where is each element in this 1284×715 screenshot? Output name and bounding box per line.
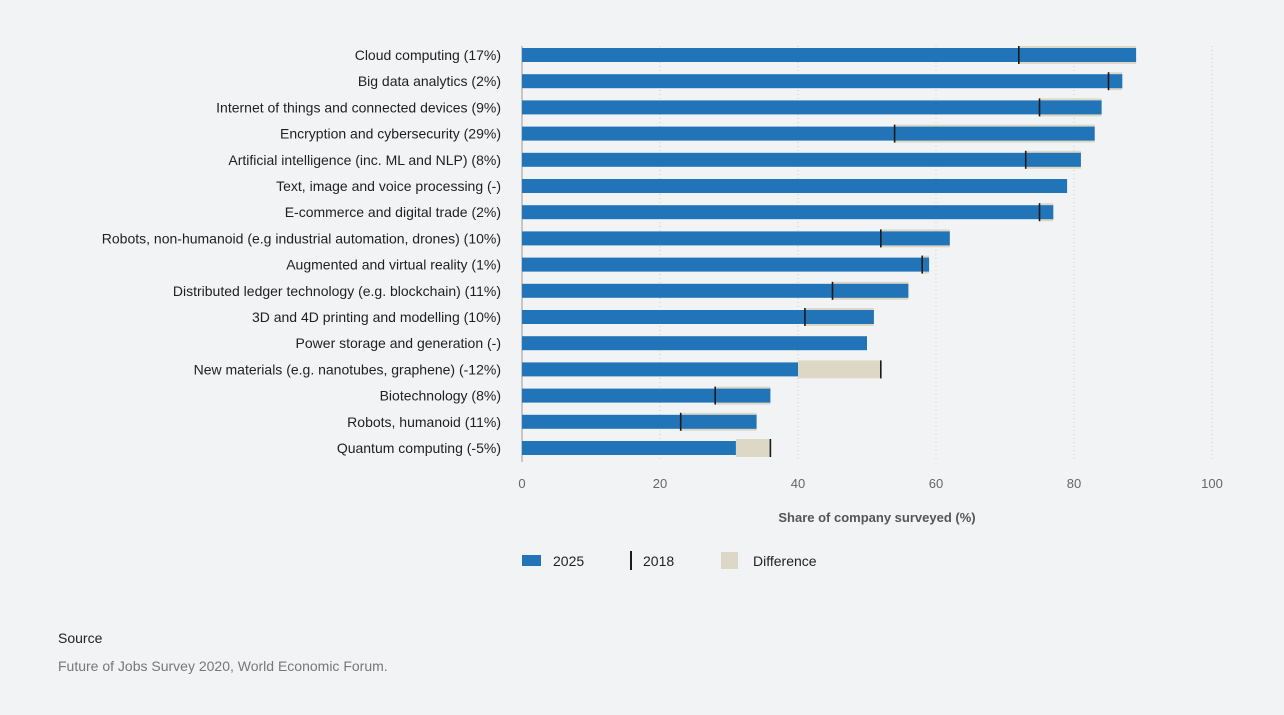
bar-2025 [522, 441, 736, 455]
x-tick-label: 20 [653, 476, 667, 491]
category-label: Robots, humanoid (11%) [347, 414, 501, 430]
x-tick-label: 80 [1067, 476, 1081, 491]
category-label: Robots, non-humanoid (e.g industrial aut… [102, 230, 501, 246]
category-label: Power storage and generation (-) [296, 335, 501, 351]
legend-label-2025: 2025 [553, 553, 584, 569]
legend: 2025 2018 Difference [522, 551, 817, 570]
category-label: Distributed ledger technology (e.g. bloc… [173, 283, 501, 299]
bar-2025 [522, 48, 1137, 62]
bar-2025 [522, 257, 930, 272]
x-axis-title: Share of company surveyed (%) [778, 510, 975, 525]
legend-label-2018: 2018 [643, 553, 674, 569]
bar-2025 [522, 126, 1095, 141]
bar-2025 [522, 414, 757, 429]
difference-bar [735, 439, 771, 457]
difference-bar [798, 360, 881, 379]
category-label: Quantum computing (-5%) [337, 440, 501, 456]
category-labels: Cloud computing (17%) Big data analytics … [102, 47, 501, 456]
category-label: Big data analytics (2%) [358, 73, 501, 89]
bar-2025 [522, 283, 909, 298]
category-label: Cloud computing (17%) [355, 47, 501, 63]
bar-2025 [522, 362, 798, 377]
x-tick-labels: 0 20 40 60 80 100 [518, 476, 1222, 491]
markers-2018 [679, 46, 1110, 457]
x-tick-label: 100 [1201, 476, 1223, 491]
bar-2025 [522, 179, 1068, 193]
category-label: New materials (e.g. nanotubes, graphene)… [194, 361, 501, 377]
bar-2025 [522, 152, 1081, 167]
x-tick-label: 40 [791, 476, 805, 491]
bars-2025 [522, 48, 1137, 455]
bar-2025 [522, 310, 874, 324]
bar-2025 [522, 231, 950, 246]
source-text: Future of Jobs Survey 2020, World Econom… [58, 658, 388, 674]
category-label: E-commerce and digital trade (2%) [285, 204, 501, 220]
x-tick-label: 0 [518, 476, 525, 491]
legend-swatch-2025 [522, 555, 541, 566]
bar-2025 [522, 74, 1123, 89]
category-label: Encryption and cybersecurity (29%) [280, 126, 501, 142]
category-label: Artificial intelligence (inc. ML and NLP… [228, 152, 501, 168]
category-label: Text, image and voice processing (-) [276, 178, 501, 194]
bar-2025 [522, 100, 1102, 115]
category-label: Biotechnology (8%) [380, 388, 501, 404]
legend-swatch-difference [721, 552, 738, 569]
x-tick-label: 60 [929, 476, 943, 491]
bar-2025 [522, 205, 1054, 220]
category-label: Internet of things and connected devices… [216, 99, 501, 115]
bar-2025 [522, 388, 771, 403]
bar-2025 [522, 336, 867, 351]
legend-label-difference: Difference [753, 553, 817, 569]
category-label: 3D and 4D printing and modelling (10%) [252, 309, 501, 325]
category-label: Augmented and virtual reality (1%) [286, 257, 501, 273]
source-heading: Source [58, 630, 103, 646]
